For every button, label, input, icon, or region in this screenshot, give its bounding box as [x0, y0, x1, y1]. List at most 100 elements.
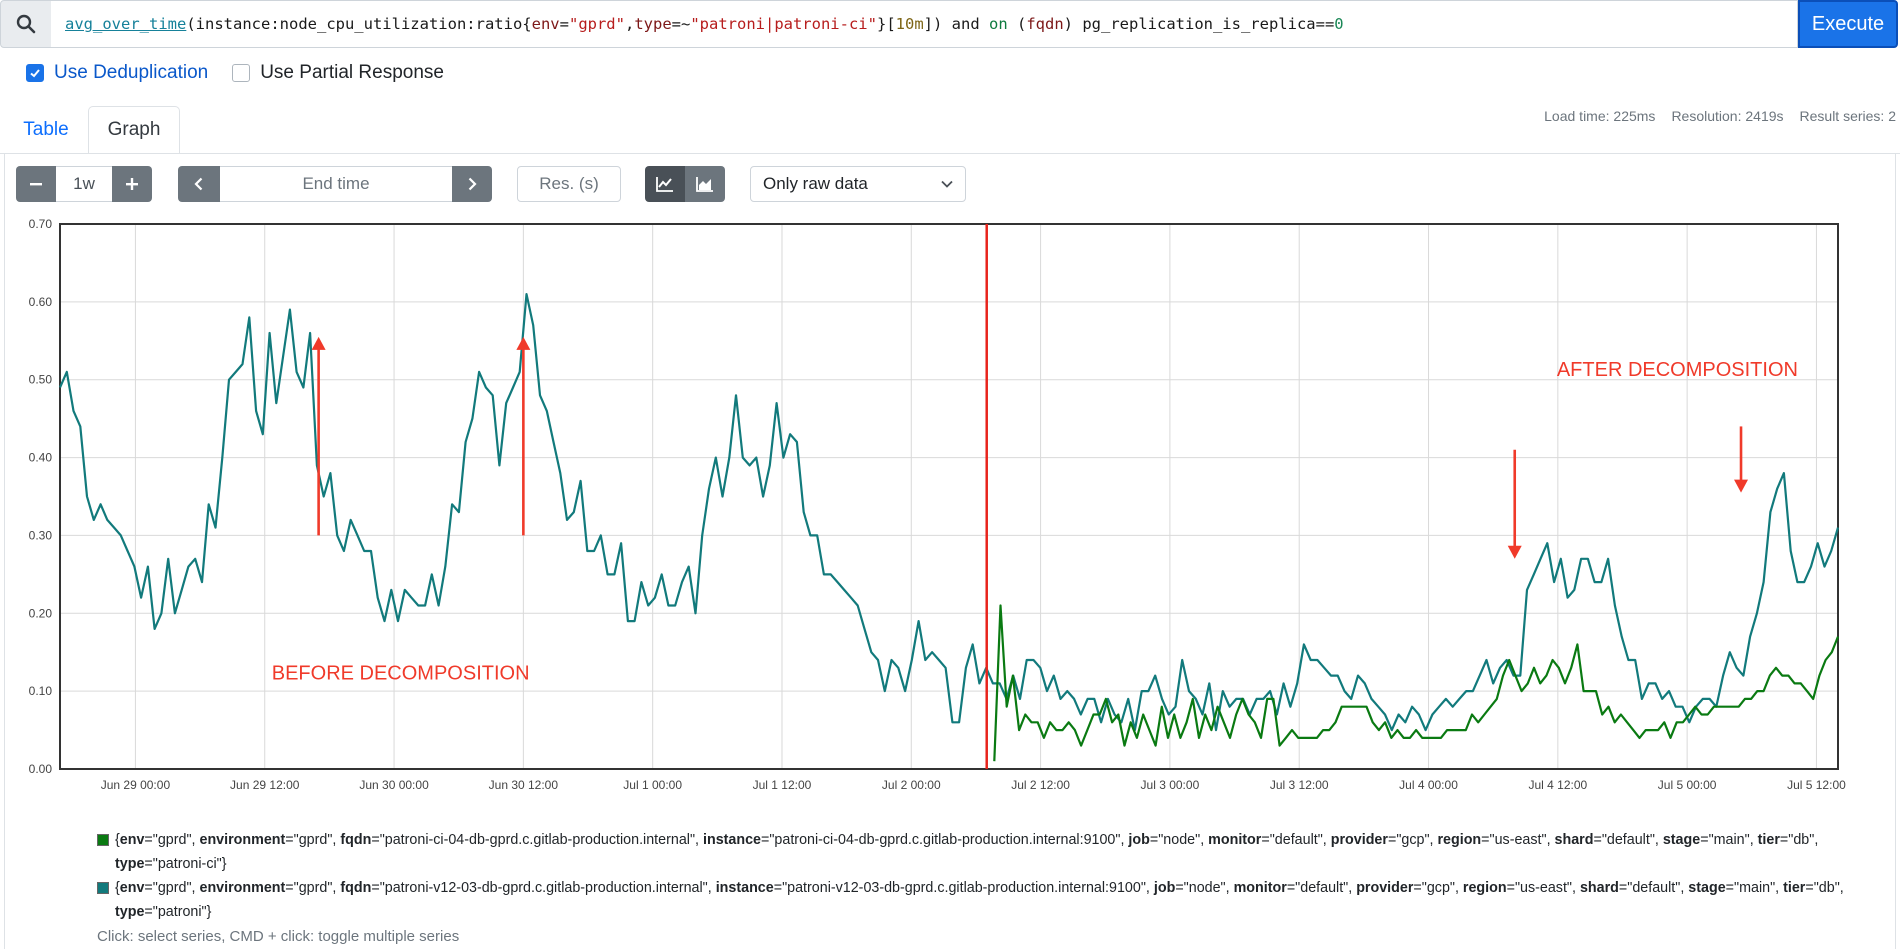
y-tick-label: 0.70: [29, 217, 53, 231]
query-token: (: [1007, 15, 1027, 33]
chart-area[interactable]: 0.00 0.10 0.20 0.30 0.40 0.50 0.60 0.70 Jun 29 0…: [0, 206, 1900, 796]
before-decomposition-label: BEFORE DECOMPOSITION: [272, 662, 530, 684]
legend-key: environment: [199, 832, 286, 848]
legend-key: tier: [1783, 880, 1806, 896]
query-token: 10m: [895, 15, 924, 33]
check-icon: [30, 69, 40, 78]
result-tabs: Table Graph: [0, 106, 1900, 154]
line-chart-button[interactable]: [645, 166, 685, 202]
range-input[interactable]: 1w: [56, 166, 112, 202]
x-tick-label: Jul 3 00:00: [1141, 778, 1200, 792]
chevron-left-icon: [194, 177, 203, 191]
legend-key: shard: [1554, 832, 1594, 848]
range-decrease-button[interactable]: [16, 166, 56, 202]
result-series: Result series: 2: [1799, 108, 1896, 124]
y-tick-label: 0.60: [29, 295, 53, 309]
x-tick-label: Jul 2 12:00: [1011, 778, 1070, 792]
legend-item[interactable]: {env="gprd", environment="gprd", fqdn="p…: [97, 828, 1877, 876]
legend-value: "us-east": [1489, 832, 1547, 848]
legend-value: "default": [1601, 832, 1655, 848]
legend-label: {env="gprd", environment="gprd", fqdn="p…: [115, 832, 1819, 872]
legend-value: "node": [1158, 832, 1201, 848]
x-tick-label: Jul 1 12:00: [753, 778, 812, 792]
end-time-input[interactable]: End time: [220, 166, 452, 202]
legend-value: "default": [1627, 880, 1681, 896]
tabs-divider: [0, 153, 1900, 154]
tab-table[interactable]: Table: [23, 119, 69, 140]
x-tick-label: Jul 4 12:00: [1528, 778, 1587, 792]
minus-icon: [30, 183, 42, 186]
legend-key: instance: [715, 880, 774, 896]
legend-item[interactable]: {env="gprd", environment="gprd", fqdn="p…: [97, 876, 1877, 924]
x-tick-label: Jun 29 12:00: [230, 778, 300, 792]
y-tick-label: 0.00: [29, 762, 53, 776]
legend-value: "patroni-v12-03-db-gprd.c.gitlab-product…: [782, 880, 1146, 896]
end-time-forward-button[interactable]: [452, 166, 492, 202]
legend-key: env: [119, 880, 145, 896]
legend-hint: Click: select series, CMD + click: toggl…: [97, 928, 460, 945]
line-chart-icon: [656, 177, 673, 192]
partial-option[interactable]: Use Partial Response: [232, 62, 444, 84]
legend-key: fqdn: [340, 880, 372, 896]
legend-key: env: [119, 832, 145, 848]
peak-arrow-1-head: [311, 336, 326, 350]
legend-key: fqdn: [340, 832, 372, 848]
y-tick-label: 0.10: [29, 684, 53, 698]
legend-key: job: [1153, 880, 1176, 896]
chart-type-toggle: [645, 166, 725, 202]
end-time-control: End time: [178, 166, 492, 202]
legend-value: "gcp": [1396, 832, 1430, 848]
legend-value: "gprd": [152, 880, 192, 896]
query-token: =~: [671, 15, 691, 33]
legend-key: job: [1128, 832, 1150, 848]
legend-value: "patroni-ci-04-db-gprd.c.gitlab-producti…: [379, 832, 696, 848]
end-time-back-button[interactable]: [178, 166, 220, 202]
tab-graph[interactable]: Graph: [88, 106, 180, 154]
x-tick-label: Jul 2 00:00: [882, 778, 941, 792]
legend-value: "us-east": [1514, 880, 1573, 896]
legend-value: "patroni-v12-03-db-gprd.c.gitlab-product…: [379, 880, 708, 896]
x-tick-label: Jul 3 12:00: [1270, 778, 1329, 792]
legend-key: stage: [1688, 880, 1726, 896]
downsampling-value: Only raw data: [763, 174, 868, 193]
legend-key: monitor: [1233, 880, 1287, 896]
y-tick-label: 0.40: [29, 451, 53, 465]
series-line-patroni: [58, 292, 1840, 732]
after-decomposition-label: AFTER DECOMPOSITION: [1557, 359, 1798, 381]
legend-value: "gcp": [1421, 880, 1455, 896]
query-token: ,: [624, 15, 635, 33]
cpu-utilization-chart[interactable]: 0.00 0.10 0.20 0.30 0.40 0.50 0.60 0.70 Jun 29 0…: [0, 206, 1900, 796]
legend-value: "gprd": [152, 832, 192, 848]
series-line-patroni-ci: [993, 604, 1840, 762]
peak-arrow-4-head: [1734, 479, 1749, 493]
partial-checkbox[interactable]: [232, 64, 251, 82]
stacked-chart-button[interactable]: [685, 166, 725, 202]
query-token: ) pg_replication_is_replica==: [1063, 15, 1335, 33]
load-time: Load time: 225ms: [1544, 108, 1656, 124]
dedup-label: Use Deduplication: [54, 62, 209, 83]
expression-input[interactable]: avg_over_time(instance:node_cpu_utilizat…: [51, 0, 1798, 48]
x-tick-label: Jul 4 00:00: [1399, 778, 1458, 792]
execute-button[interactable]: Execute: [1798, 0, 1898, 48]
query-options: Use Deduplication Use Partial Response: [26, 62, 444, 84]
search-icon: [16, 14, 36, 34]
resolution-input[interactable]: Res. (s): [517, 166, 621, 202]
peak-arrow-2-head: [516, 336, 531, 350]
query-token: on: [989, 15, 1008, 33]
x-tick-label: Jun 29 00:00: [101, 778, 171, 792]
query-token: {: [522, 15, 532, 33]
legend-key: stage: [1662, 832, 1701, 848]
query-stats: Load time: 225ms Resolution: 2419s Resul…: [1544, 108, 1896, 124]
dedup-checkbox[interactable]: [26, 64, 44, 82]
range-increase-button[interactable]: [112, 166, 152, 202]
search-button[interactable]: [0, 0, 52, 48]
y-tick-label: 0.30: [29, 528, 53, 542]
downsampling-select[interactable]: Only raw data: [750, 166, 966, 202]
legend-key: type: [115, 904, 145, 920]
legend-value: "node": [1183, 880, 1226, 896]
x-tick-label: Jul 5 12:00: [1787, 778, 1846, 792]
query-token: "patroni|patroni-ci": [690, 15, 877, 33]
chevron-right-icon: [468, 177, 477, 191]
legend-value: "default": [1295, 880, 1349, 896]
dedup-option[interactable]: Use Deduplication: [26, 62, 208, 84]
